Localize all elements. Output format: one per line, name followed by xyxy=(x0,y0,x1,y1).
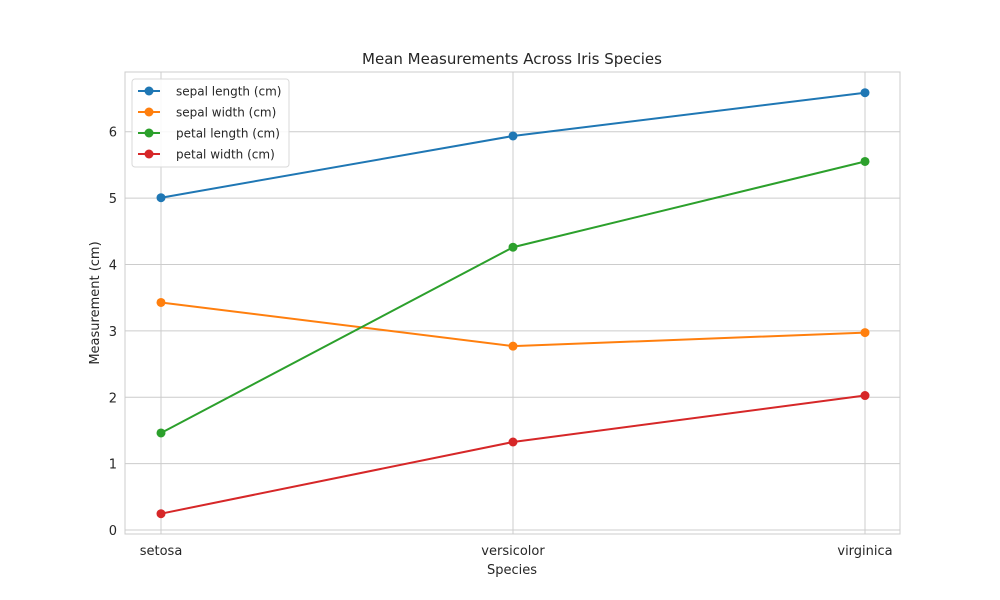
data-point xyxy=(156,509,166,519)
legend-item: petal width (cm) xyxy=(138,148,275,162)
data-point xyxy=(860,156,870,166)
chart-title: Mean Measurements Across Iris Species xyxy=(362,50,662,68)
legend-box xyxy=(131,78,290,168)
y-tick-label: 1 xyxy=(109,458,117,473)
y-tick-label: 3 xyxy=(109,325,117,340)
x-tick-label: virginica xyxy=(837,544,892,559)
series-2 xyxy=(156,156,870,438)
data-point xyxy=(156,428,166,438)
legend-item: petal length (cm) xyxy=(138,127,280,141)
legend-swatch-marker xyxy=(144,107,154,117)
data-point xyxy=(860,328,870,338)
legend-swatch-marker xyxy=(144,86,154,96)
data-point xyxy=(508,242,518,252)
y-tick-label: 0 xyxy=(109,524,117,539)
series-layer xyxy=(156,88,870,519)
data-point xyxy=(508,131,518,141)
x-tick-label: setosa xyxy=(140,544,183,559)
y-tick-label: 4 xyxy=(109,259,117,274)
legend-label: petal width (cm) xyxy=(176,148,275,162)
legend-swatch-marker xyxy=(144,149,154,159)
data-point xyxy=(508,437,518,447)
x-tick-label: versicolor xyxy=(481,544,545,559)
legend-label: sepal length (cm) xyxy=(176,85,281,99)
legend: sepal length (cm) sepal width (cm) petal l… xyxy=(131,78,290,168)
data-point xyxy=(156,193,166,203)
legend-swatch-marker xyxy=(144,128,154,138)
x-axis-ticks: setosa versicolor virginica xyxy=(140,544,893,559)
data-point xyxy=(860,88,870,98)
x-axis-label: Species xyxy=(487,563,537,578)
y-tick-label: 2 xyxy=(109,391,117,406)
series-3 xyxy=(156,391,870,519)
series-1 xyxy=(156,297,870,351)
y-tick-label: 5 xyxy=(109,192,117,207)
legend-item: sepal width (cm) xyxy=(138,106,276,120)
legend-label: sepal width (cm) xyxy=(176,106,276,120)
y-tick-label: 6 xyxy=(109,126,117,141)
data-point xyxy=(508,341,518,351)
legend-label: petal length (cm) xyxy=(176,127,280,141)
series-0 xyxy=(156,88,870,203)
data-point xyxy=(860,391,870,401)
y-axis-label: Measurement (cm) xyxy=(88,241,103,364)
legend-item: sepal length (cm) xyxy=(138,85,281,99)
y-axis-ticks: 0 1 2 3 4 5 6 xyxy=(109,126,117,539)
data-point xyxy=(156,297,166,307)
